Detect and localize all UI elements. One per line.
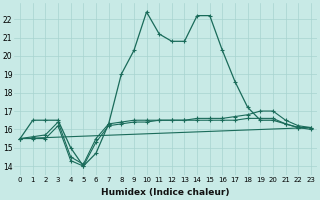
X-axis label: Humidex (Indice chaleur): Humidex (Indice chaleur)	[101, 188, 230, 197]
